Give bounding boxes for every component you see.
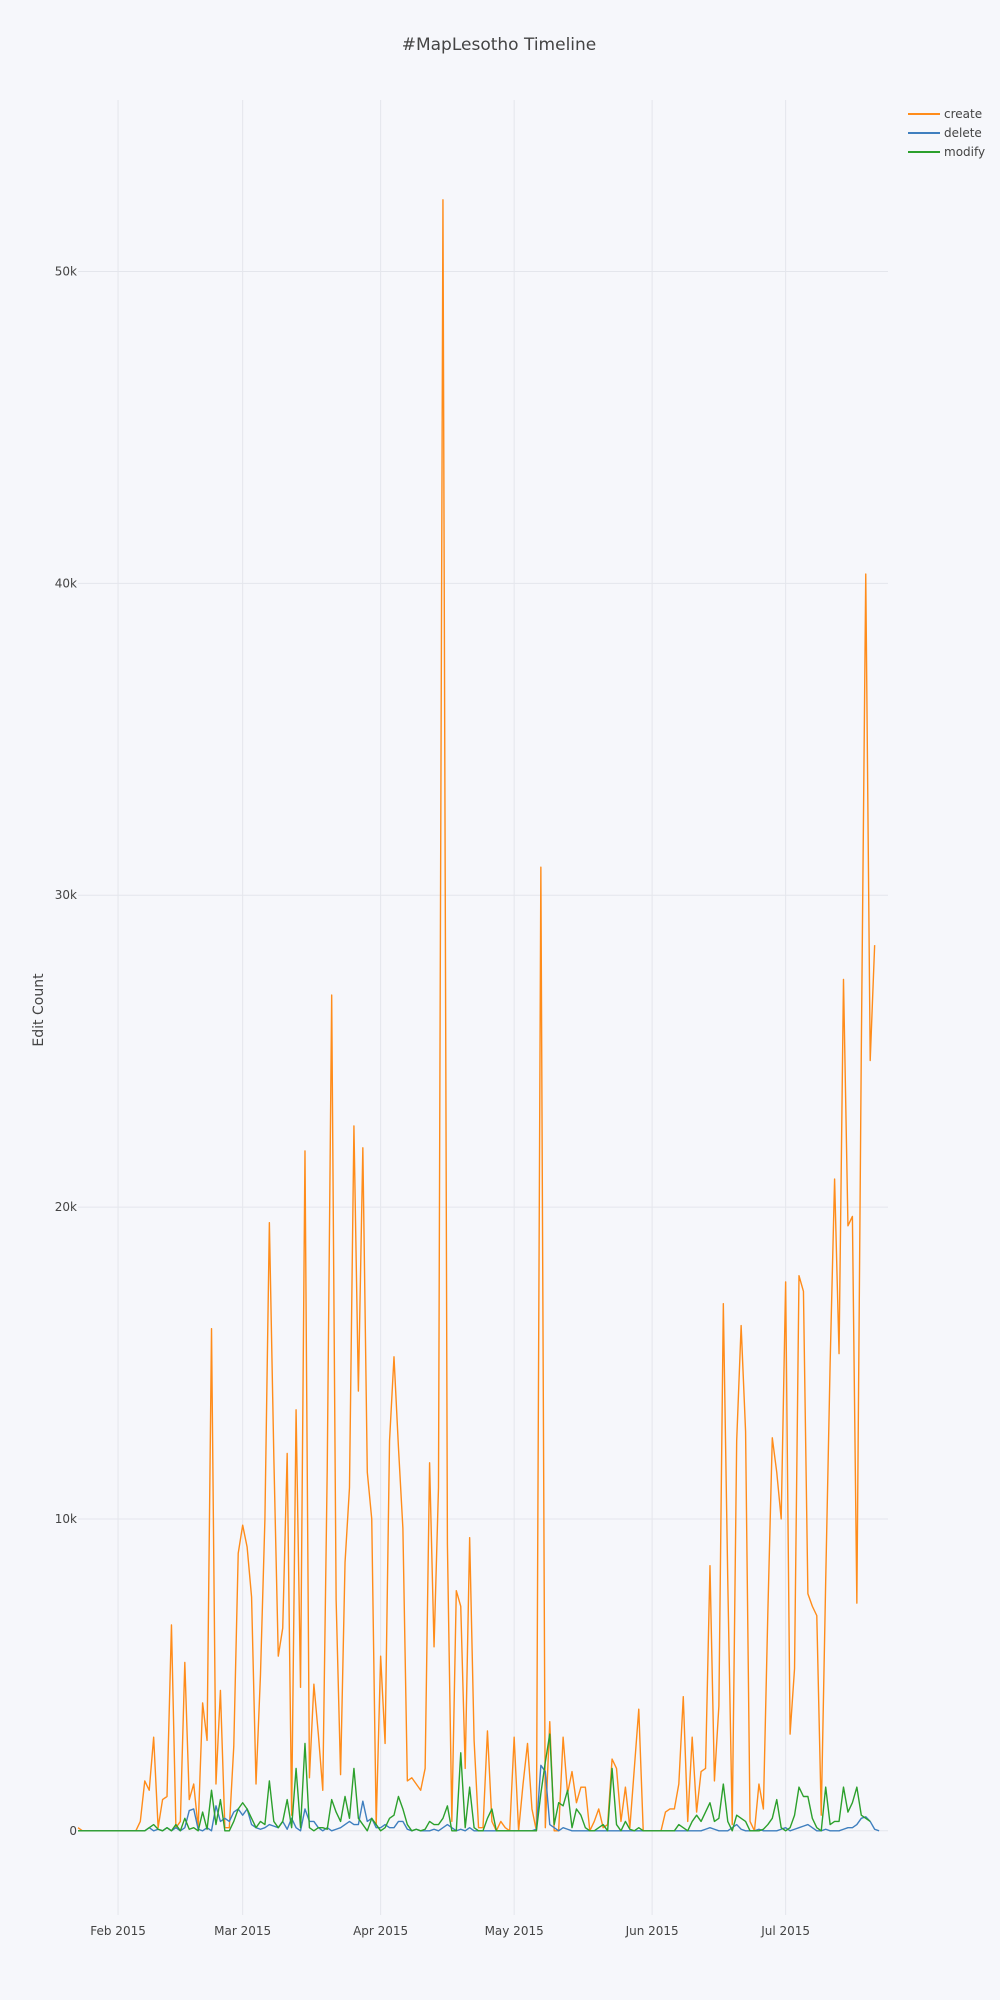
y-axis-title: Edit Count [31,973,47,1047]
grid-layer [78,100,888,1915]
y-tick-label: 10k [55,1512,77,1526]
x-tick-label: May 2015 [485,1924,544,1938]
legend-label: create [944,107,982,121]
series-line-modify[interactable] [78,1733,871,1832]
legend-item-create[interactable]: create [908,107,982,121]
legend-label: modify [944,145,985,159]
x-tick-label: Jun 2015 [625,1924,679,1938]
legend-item-modify[interactable]: modify [908,145,985,159]
axis-layer: Feb 2015 Mar 2015 Apr 2015 May 2015 Jun 2015… [55,265,810,1938]
y-tick-label: 50k [55,265,77,279]
x-tick-label: Feb 2015 [90,1924,146,1938]
x-tick-label: Mar 2015 [214,1924,271,1938]
series-line-create[interactable] [77,199,876,1832]
legend-item-delete[interactable]: delete [908,126,982,140]
y-tick-label: 30k [55,888,77,902]
series-layer [77,199,880,1832]
y-tick-label: 20k [55,1200,77,1214]
x-tick-label: Jul 2015 [760,1924,810,1938]
y-tick-label: 0 [69,1824,77,1838]
legend[interactable]: create delete modify [908,107,985,159]
legend-label: delete [944,126,982,140]
y-tick-label: 40k [55,576,77,590]
chart-title: #MapLesotho Timeline [402,35,597,55]
series-line-delete[interactable] [78,1764,880,1832]
x-tick-label: Apr 2015 [353,1924,408,1938]
